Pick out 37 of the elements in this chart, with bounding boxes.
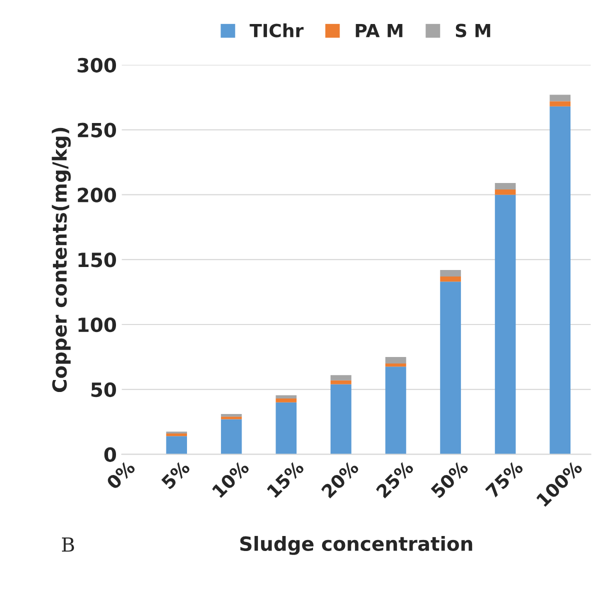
bar xyxy=(166,434,187,436)
bar xyxy=(330,375,352,380)
bar xyxy=(276,398,297,402)
legend-label: PA M xyxy=(356,24,402,38)
bar xyxy=(330,384,352,454)
bar xyxy=(440,282,461,454)
bar xyxy=(385,366,406,454)
text: B xyxy=(62,537,74,552)
x-tick-label: 5% xyxy=(160,460,191,490)
legend-label: TIChr xyxy=(250,23,304,38)
bar xyxy=(330,380,352,384)
y-axis-title: Copper contents(mg/kg) xyxy=(52,128,71,392)
y-tick-label: 300 xyxy=(78,58,116,73)
bar xyxy=(550,106,571,454)
bar xyxy=(220,416,242,420)
bar xyxy=(440,270,461,276)
bar xyxy=(494,190,516,195)
bar xyxy=(440,276,461,282)
bar xyxy=(385,356,406,364)
y-tick-label: 50 xyxy=(91,382,116,398)
bar xyxy=(385,363,406,367)
legend-label: S M xyxy=(456,24,490,38)
x-axis-title: Sludge concentration xyxy=(240,536,472,555)
bar xyxy=(494,194,516,454)
bar xyxy=(276,402,297,454)
bar xyxy=(220,414,242,417)
y-tick-label: 150 xyxy=(78,252,116,268)
bar xyxy=(220,419,242,454)
bar xyxy=(494,183,516,190)
y-tick-label: 100 xyxy=(78,317,116,332)
bar xyxy=(166,436,187,454)
y-tick-label: 250 xyxy=(78,122,116,138)
bar xyxy=(550,94,571,102)
bar xyxy=(550,101,571,106)
y-tick-label: 200 xyxy=(78,188,116,202)
y-tick-label: 0 xyxy=(104,447,116,462)
bar xyxy=(276,395,297,398)
